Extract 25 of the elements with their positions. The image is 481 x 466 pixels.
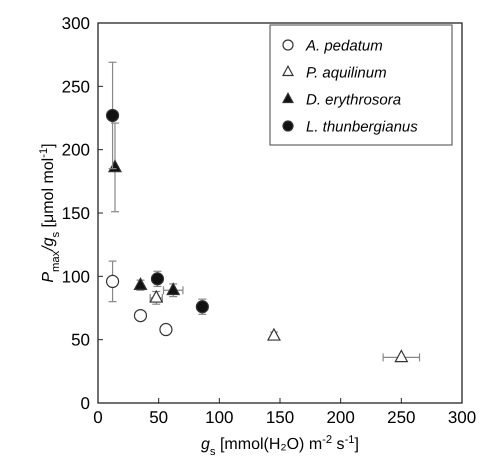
point	[394, 350, 408, 362]
y-tick-label: 250	[62, 77, 90, 96]
x-tick-label: 0	[93, 408, 103, 427]
y-tick-label: 50	[71, 330, 90, 350]
x-tick-label: 250	[387, 408, 416, 427]
x-tick-label: 100	[205, 408, 234, 427]
legend-label: D. erythrosora	[306, 91, 402, 108]
legend-label: A. pedatum	[305, 37, 383, 54]
point	[134, 309, 148, 322]
y-tick-label: 200	[62, 140, 90, 160]
y-tick-label: 150	[62, 204, 90, 223]
point	[267, 328, 281, 341]
y-tick-label: 0	[80, 394, 90, 413]
x-tick-label: 50	[149, 408, 168, 427]
y-tick-label: 100	[62, 267, 90, 286]
legend-label: L. thunbergianus	[306, 118, 418, 136]
legend-label: P. aquilinum	[306, 64, 387, 82]
x-tick-label: 200	[326, 408, 355, 427]
x-tick-label: 300	[448, 408, 476, 427]
x-axis-title: g$_{s}$ [mmol(H₂O) m$^{-2}$ s$^{-1}$]	[201, 434, 359, 458]
point	[159, 322, 173, 336]
point	[106, 274, 120, 288]
x-tick-label: 150	[266, 408, 294, 427]
y-tick-label: 300	[62, 14, 90, 33]
point	[106, 108, 120, 122]
